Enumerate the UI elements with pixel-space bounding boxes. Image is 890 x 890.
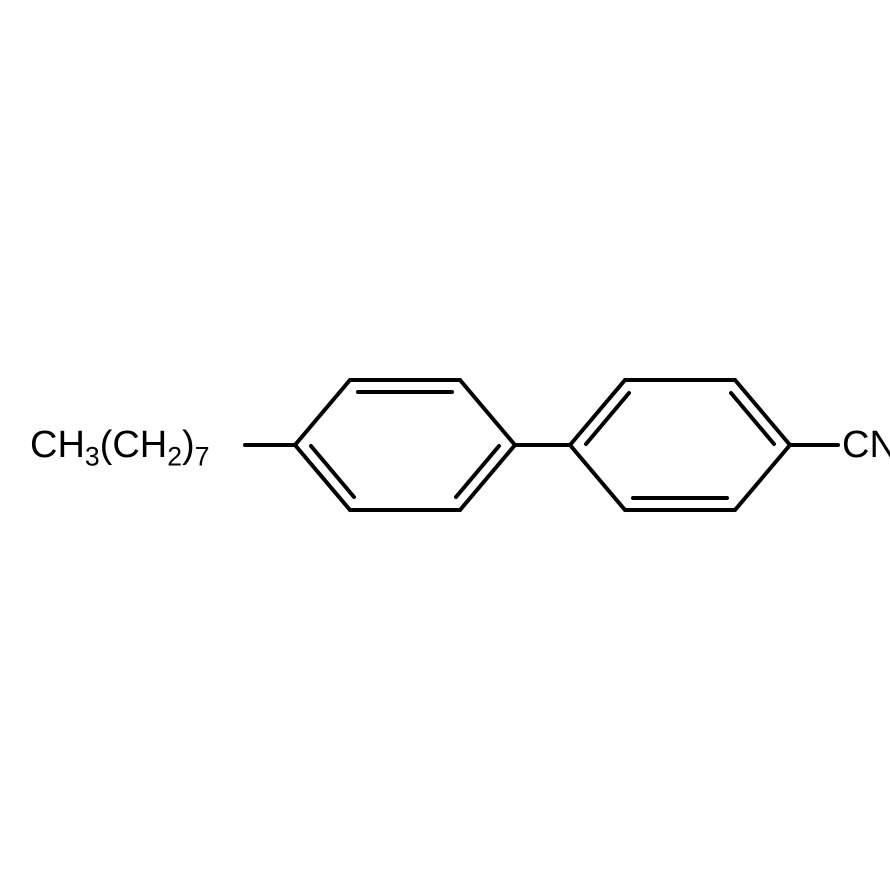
alkyl-text-close: ) [182, 424, 195, 466]
ring2-edge-tr-r [735, 380, 790, 445]
ring2-edge-bl-l [570, 445, 625, 510]
ring1-edge-l-tl [295, 380, 350, 445]
ring2-edge-l-tl [570, 380, 625, 445]
alkyl-text-pch: (CH [100, 424, 168, 466]
alkyl-text-2: 2 [167, 442, 182, 472]
ring1-edge-bl-l [295, 445, 350, 510]
ring2-edge-r-br [735, 445, 790, 510]
ring1-edge-r-br [460, 445, 515, 510]
ring1-edge-tr-r [460, 380, 515, 445]
alkyl-label: CH3(CH2)7 [30, 424, 209, 467]
molecule-canvas: CH3(CH2)7 CN [0, 0, 890, 890]
alkyl-text-ch: CH [30, 424, 85, 466]
cyano-label: CN [842, 424, 890, 467]
alkyl-text-7: 7 [195, 442, 210, 472]
alkyl-text-3: 3 [85, 442, 100, 472]
